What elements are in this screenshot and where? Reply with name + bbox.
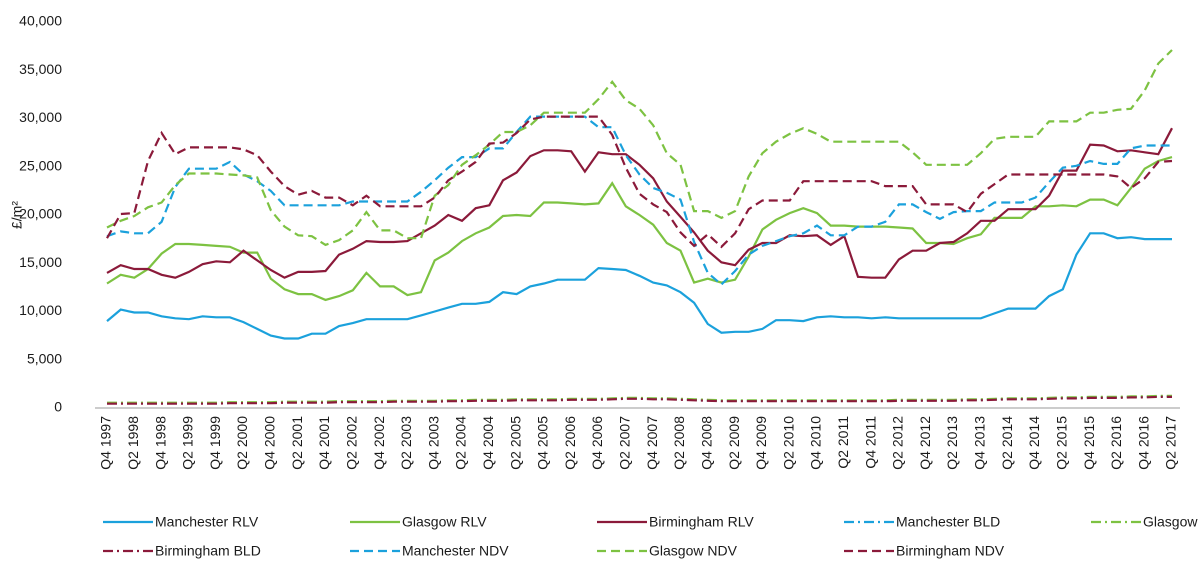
series-line [107, 395, 1172, 405]
y-tick-label: 25,000 [19, 157, 62, 173]
x-tick-label: Q4 2015 [1081, 416, 1097, 470]
x-tick-label: Q2 1999 [180, 416, 196, 470]
y-tick-label: 10,000 [19, 302, 62, 318]
x-tick-label: Q2 2008 [671, 416, 687, 470]
legend-label: Glasgow NDV [649, 543, 738, 559]
x-tick-label: Q2 2011 [835, 416, 851, 469]
legend-label: Glasgow RLV [402, 514, 487, 530]
x-tick-label: Q2 2001 [289, 416, 305, 470]
x-tick-label: Q4 2006 [589, 416, 605, 470]
x-tick-label: Q4 2010 [808, 416, 824, 470]
x-tick-label: Q2 2013 [944, 416, 960, 470]
x-tick-label: Q2 1998 [125, 416, 141, 470]
x-tick-label: Q2 2012 [890, 416, 906, 470]
series-line [106, 115, 1173, 249]
series-line [106, 232, 1172, 340]
x-tick-label: Q2 2016 [1108, 416, 1124, 470]
x-tick-label: Q2 2014 [999, 416, 1015, 470]
legend-label: Birmingham RLV [649, 514, 754, 530]
legend-label: Manchester RLV [155, 514, 259, 530]
y-tick-label: 35,000 [19, 61, 62, 77]
x-tick-label: Q4 2000 [262, 416, 278, 470]
x-tick-label: Q4 2004 [480, 416, 496, 470]
x-tick-label: Q2 2007 [617, 416, 633, 470]
x-tick-label: Q4 2002 [371, 416, 387, 470]
x-tick-label: Q4 1998 [152, 416, 168, 470]
x-tick-label: Q2 2002 [343, 416, 359, 470]
x-tick-label: Q2 2003 [398, 416, 414, 470]
x-tick-label: Q4 2012 [917, 416, 933, 470]
x-tick-label: Q4 1997 [98, 416, 114, 470]
y-tick-label: 0 [54, 399, 62, 415]
x-tick-label: Q2 2010 [780, 416, 796, 470]
y-tick-label: 5,000 [27, 350, 62, 366]
x-tick-label: Q2 2015 [1053, 416, 1069, 470]
y-tick-label: 40,000 [19, 13, 62, 29]
legend-label: Birmingham BLD [155, 543, 261, 559]
x-tick-label: Q4 2008 [698, 416, 714, 470]
y-tick-label: 30,000 [19, 109, 62, 125]
x-tick-label: Q2 2005 [507, 416, 523, 470]
y-tick-label: 20,000 [19, 206, 62, 222]
x-tick-label: Q2 2009 [726, 416, 742, 470]
x-tick-label: Q4 1999 [207, 416, 223, 470]
x-tick-label: Q2 2006 [562, 416, 578, 470]
legend-label: Glasgow BLD [1143, 514, 1200, 530]
y-tick-label: 15,000 [19, 254, 62, 270]
y-axis-label: £/m² [9, 201, 25, 229]
x-tick-label: Q4 2001 [316, 416, 332, 470]
legend-label: Manchester BLD [896, 514, 1000, 530]
x-tick-label: Q2 2000 [234, 416, 250, 470]
series-line [106, 49, 1173, 247]
legend-label: Manchester NDV [402, 543, 509, 559]
x-tick-label: Q4 2007 [644, 416, 660, 470]
legend-label: Birmingham NDV [896, 543, 1005, 559]
x-tick-label: Q4 2016 [1135, 416, 1151, 470]
series-line [106, 115, 1172, 286]
series-line [106, 156, 1173, 302]
x-tick-label: Q4 2011 [862, 416, 878, 469]
x-tick-label: Q2 2004 [453, 416, 469, 470]
x-tick-label: Q4 2003 [425, 416, 441, 470]
x-tick-label: Q4 2013 [972, 416, 988, 470]
x-tick-label: Q2 2017 [1163, 416, 1179, 470]
x-tick-label: Q4 2009 [753, 416, 769, 470]
x-tick-label: Q4 2014 [1026, 416, 1042, 470]
x-tick-label: Q4 2005 [535, 416, 551, 470]
series-line [106, 127, 1173, 279]
